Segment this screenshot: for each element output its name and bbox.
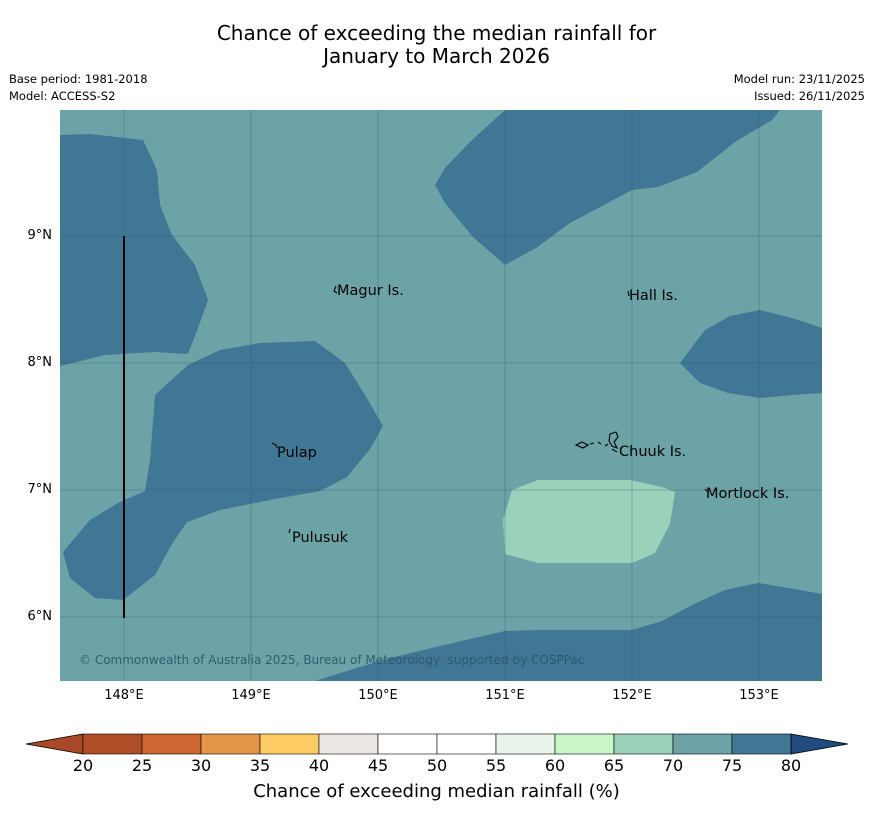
model-text: Model: ACCESS-S2 [9,89,116,103]
lon-label-152e: 152°E [612,688,652,703]
colorbar-tick-65: 65 [603,756,625,775]
meta-right: Model run: 23/11/2025 Issued: 26/11/2025 [734,71,865,105]
colorbar-cell [554,733,615,755]
title-line-1: Chance of exceeding the median rainfall … [216,21,657,45]
colorbar-tick-40: 40 [308,756,330,775]
place-chuuk: Chuuk Is. [619,444,687,460]
colorbar-tick-35: 35 [249,756,271,775]
colorbar-tick-70: 70 [662,756,684,775]
issued-text: Issued: 26/11/2025 [754,89,865,103]
lat-label-7n: 7°N [27,482,53,497]
chuuk-islands [574,431,619,453]
meta-left: Base period: 1981-2018 Model: ACCESS-S2 [9,71,148,105]
place-pulusuk: Pulusuk [292,530,349,546]
title-line-2: January to March 2026 [323,44,550,68]
magur-island [333,285,338,294]
hall-island [627,290,630,297]
colorbar-cell [377,733,438,755]
colorbar-cell [141,733,202,755]
place-pulap: Pulap [277,445,317,461]
colorbar-cell [259,733,320,755]
colorbar-tick-55: 55 [485,756,507,775]
colorbar-label: Chance of exceeding median rainfall (%) [253,781,620,802]
colorbar-tick-45: 45 [367,756,389,775]
colorbar-cell [200,733,261,755]
mortlock-island [704,488,709,493]
lat-label-6n: 6°N [27,609,53,624]
model-run-text: Model run: 23/11/2025 [733,72,865,86]
colorbar-cell [436,733,497,755]
high-region-northwest [60,134,208,366]
colorbar-tick-30: 30 [190,756,212,775]
lon-label-149e: 149°E [231,688,271,703]
high-region-central [63,341,383,600]
colorbar-cell [82,733,143,755]
place-mortlock: Mortlock Is. [706,486,790,502]
island-outlines [271,285,709,534]
colorbar-cell [731,733,792,755]
lat-label-9n: 9°N [27,228,53,243]
colorbar-tick-20: 20 [72,756,94,775]
colorbar-extend-high [790,733,849,755]
place-hall: Hall Is. [629,288,678,304]
map-title: Chance of exceeding the median rainfall … [0,22,873,68]
lon-label-151e: 151°E [485,688,525,703]
high-chance-regions [60,110,822,681]
lon-label-150e: 150°E [358,688,398,703]
base-period-text: Base period: 1981-2018 [9,72,148,86]
pulap-island [271,442,278,449]
colorbar-tick-80: 80 [780,756,802,775]
high-region-south [315,583,822,681]
colorbar-tick-50: 50 [426,756,448,775]
colorbar-extend-low [25,733,84,755]
pulusuk-island [288,528,291,534]
rainfall-map[interactable]: Magur Is. Hall Is. Pulap Chuuk Is. Mortl… [60,110,822,681]
lat-label-8n: 8°N [27,355,53,370]
colorbar-tick-75: 75 [721,756,743,775]
colorbar-tick-25: 25 [131,756,153,775]
high-region-north [435,110,780,265]
colorbar-tick-60: 60 [544,756,566,775]
colorbar-cell [318,733,379,755]
lon-label-148e: 148°E [104,688,144,703]
low-chance-region [503,480,675,563]
colorbar-cell [495,733,556,755]
colorbar-cell [613,733,674,755]
colorbar [25,733,849,755]
place-magur: Magur Is. [337,283,404,299]
high-region-east [680,310,822,398]
copyright-notice: © Commonwealth of Australia 2025, Bureau… [79,653,585,667]
map-layers [60,110,822,681]
lon-label-153e: 153°E [739,688,779,703]
colorbar-cells [25,733,849,755]
colorbar-cell [672,733,733,755]
